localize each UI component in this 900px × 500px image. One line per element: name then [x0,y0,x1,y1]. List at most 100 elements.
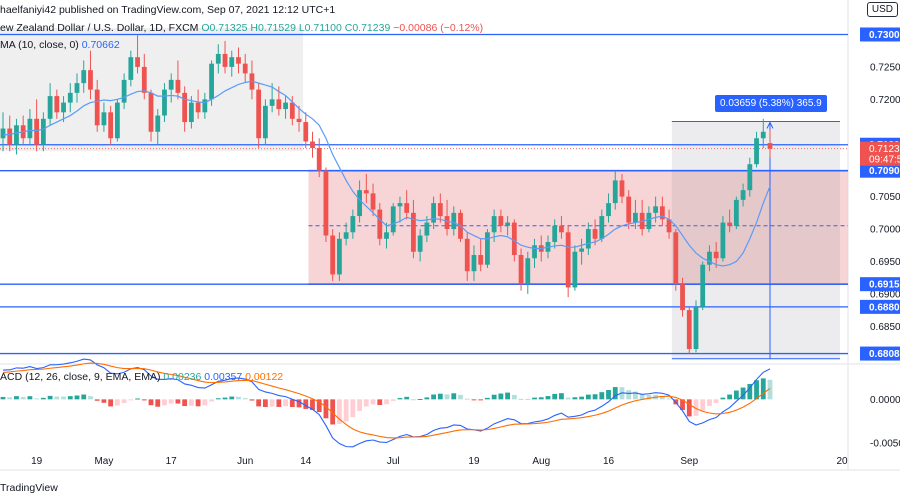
macd-histogram-bar [538,397,544,400]
macd-histogram-bar [760,378,766,400]
price-level-tag [860,299,900,314]
tradingview-brand[interactable]: TradingView [0,482,58,494]
candle-body [155,115,161,132]
candle-body [680,284,685,311]
time-tick-label: Sep [680,456,698,467]
candle-body [626,196,632,223]
macd-histogram-bar [444,394,450,400]
macd-histogram-bar [727,394,733,400]
candle-body [121,79,127,103]
macd-histogram-bar [74,395,80,400]
candle-body [485,232,490,265]
candle-body [612,180,618,204]
candle-body [88,70,93,90]
candle-body [357,190,362,217]
candle-body [727,222,733,226]
candle-body [337,238,342,275]
macd-histogram-bar [437,393,443,400]
macd-histogram-bar [283,399,288,407]
currency-badge[interactable]: USD [866,2,898,17]
macd-histogram-bar [626,390,632,400]
candle-body [505,222,511,226]
candle-body [431,203,436,223]
candle-body [54,96,60,113]
candle-body [565,232,571,288]
time-tick-label: Aug [532,456,550,467]
macd-histogram-bar [720,397,726,400]
candle-body [61,102,66,113]
candle-body [162,89,167,116]
macd-histogram-bar [94,399,100,401]
macd-histogram-bar [733,390,739,400]
candle-body [330,235,336,275]
candle-body [202,99,208,113]
candle-body [101,112,107,126]
ma-legend[interactable]: MA (10, close, 0) 0.70662 [0,39,120,51]
macd-histogram-bar [202,399,208,406]
macd-histogram-bar [108,399,114,407]
current-price-tag [860,141,900,166]
macd-histogram-bar [633,391,638,400]
candle-body [94,89,100,126]
candle-body [572,251,578,288]
macd-histogram-bar [175,399,181,404]
time-tick-label: Jul [387,456,400,467]
candle-body [276,99,282,110]
macd-histogram-bar [303,399,309,409]
symbol-line: ew Zealand Dollar / U.S. Dollar, 1D, FXC… [0,22,483,34]
candle-body [451,212,457,230]
candle-body [592,229,598,239]
macd-hist-value: 0.00236 [163,371,202,383]
candle-body [384,232,389,239]
candle-body [633,212,638,223]
macd-histogram-bar [485,397,490,400]
candle-body [182,92,188,123]
macd-histogram-bar [343,399,349,422]
macd-signal-line [2,362,771,439]
candle-body [215,53,221,64]
published-text: haelfaniyi42 published on TradingView.co… [0,4,336,16]
candle-body [444,216,450,230]
macd-histogram-bar [491,394,497,400]
candle-body [128,57,134,80]
macd-histogram-bar [350,399,356,418]
candle-body [471,254,477,272]
macd-histogram-bar [693,399,699,416]
measure-arrow-head [766,121,774,129]
macd-tick-label: -0.00500 [870,439,900,450]
macd-histogram-bar [498,393,504,400]
macd-histogram-bar [505,392,511,400]
candle-body [141,66,147,93]
macd-histogram-bar [370,399,376,405]
macd-histogram-bar [606,390,611,400]
candle-body [34,118,40,145]
candle-body [269,99,275,106]
candle-body [222,53,228,67]
macd-histogram-bar [337,399,342,424]
candle-body [114,102,120,139]
macd-histogram-bar [579,396,585,400]
macd-histogram-bar [464,398,470,400]
candle-body [242,63,248,74]
time-tick-label: May [94,456,113,467]
macd-histogram-bar [686,399,692,417]
macd-histogram-bar [565,397,571,400]
consolidation-zone [308,170,849,285]
macd-histogram-bar [700,399,706,411]
candle-body [256,89,262,139]
macd-legend[interactable]: ACD (12, 26, close, 9, EMA, EMA) 0.00236… [0,371,283,383]
candle-body [397,203,403,207]
candle-body [74,83,80,93]
candle-body [760,131,766,139]
candle-body [303,122,309,142]
candle-body [47,96,53,119]
macd-histogram-bar [478,399,484,401]
macd-histogram-bar [40,397,46,400]
